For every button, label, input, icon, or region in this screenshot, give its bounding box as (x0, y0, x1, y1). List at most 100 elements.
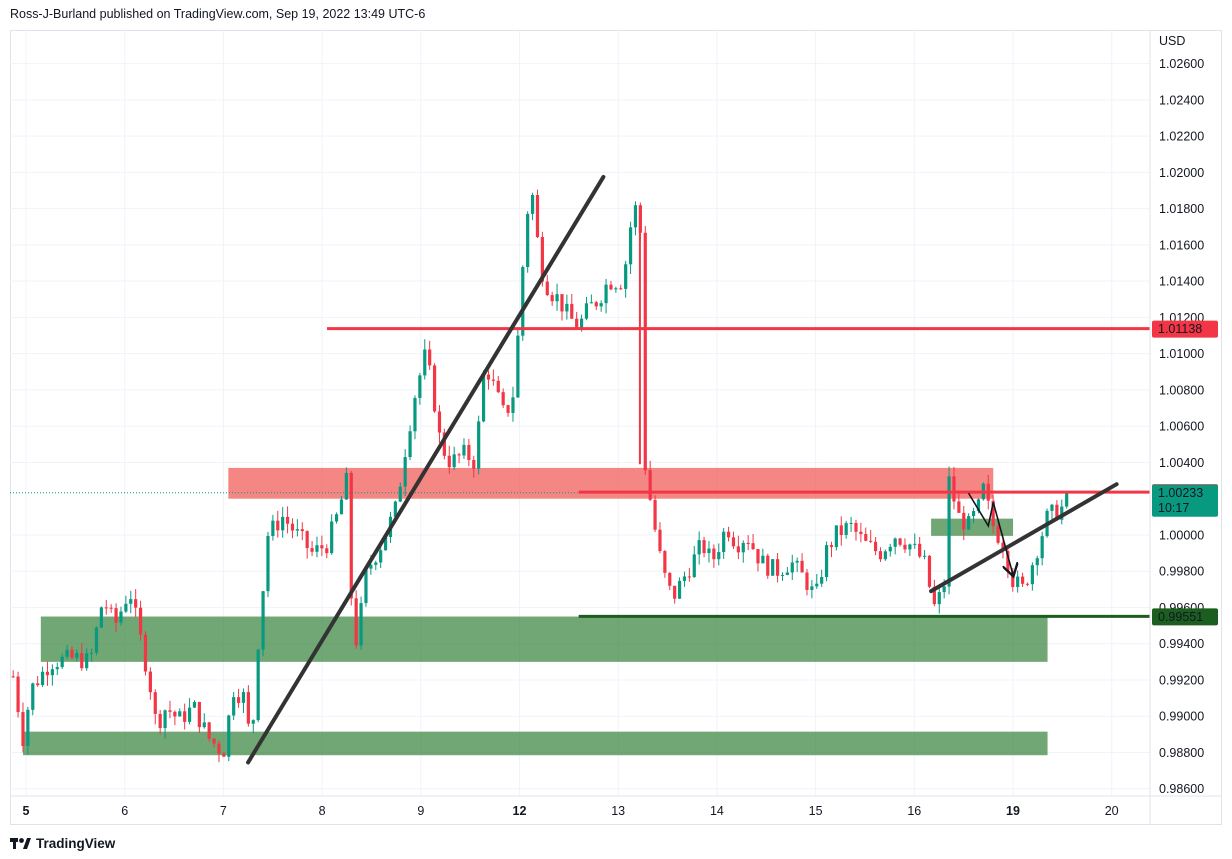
y-tick-label: 0.99800 (1159, 565, 1204, 579)
y-tick-label: 1.00000 (1159, 528, 1204, 542)
candle-body (246, 692, 250, 724)
candle-body (756, 549, 760, 564)
candle-body (619, 288, 623, 290)
candle-body (829, 545, 834, 548)
candle-body (50, 669, 54, 676)
candle-body (251, 720, 255, 724)
candle-body (217, 743, 221, 754)
candle-body (648, 470, 652, 500)
candle-body (560, 294, 564, 312)
candle-body (290, 523, 295, 531)
y-tick-label: 0.99000 (1159, 710, 1204, 724)
candle-body (1065, 492, 1069, 507)
candle-body (383, 536, 388, 551)
candle-body (726, 531, 731, 538)
y-tick-label: 0.98800 (1159, 746, 1204, 760)
candle-body (967, 516, 971, 530)
y-tick-label: 0.99400 (1159, 637, 1204, 651)
candle-body (893, 538, 897, 547)
candle-body (643, 232, 647, 471)
candle-body (1025, 583, 1030, 585)
candle-body (232, 697, 236, 716)
zones (23, 467, 1048, 756)
candle-body (579, 318, 584, 329)
candle-body (374, 562, 378, 565)
candle-body (432, 365, 437, 412)
candle-body (339, 499, 344, 515)
candle-body (673, 585, 677, 599)
candle-body (864, 534, 868, 541)
candle-body (300, 529, 304, 532)
candle-body (1020, 576, 1025, 584)
candle-body (227, 715, 231, 757)
candle-body (1006, 551, 1010, 572)
candle-body (295, 529, 299, 531)
candle-body (36, 683, 40, 686)
candle-body (109, 607, 113, 609)
candle-body (75, 653, 79, 658)
candle-body (310, 548, 314, 552)
candle-body (692, 554, 696, 578)
price-tag-text: 1.00233 (1158, 486, 1203, 500)
candle-body (677, 580, 682, 599)
candle-body (883, 551, 887, 560)
candle-body (614, 288, 618, 290)
x-tick-label: 19 (1006, 804, 1020, 818)
candle-body (94, 627, 99, 653)
projection-arrow (967, 492, 1013, 575)
candle-body (589, 302, 593, 304)
y-tick-label: 1.01800 (1159, 202, 1204, 216)
drawings (10, 174, 1150, 765)
candle-body (506, 405, 510, 413)
candle-body (888, 546, 892, 552)
candle-body (80, 653, 84, 669)
candle-body (766, 555, 770, 576)
candle-body (952, 476, 956, 502)
candle-body (545, 281, 549, 296)
candle-body (913, 543, 917, 545)
y-tick-label: 1.01600 (1159, 238, 1204, 252)
candle-body (11, 676, 15, 678)
candle-body (442, 432, 446, 456)
candle-body (815, 583, 819, 587)
candle-body (1035, 558, 1039, 566)
y-tick-label: 1.02000 (1159, 166, 1204, 180)
candle-body (241, 692, 246, 703)
candle-body (477, 421, 481, 469)
y-tick-label: 1.00800 (1159, 383, 1204, 397)
candle-body (104, 607, 108, 609)
candle-body (168, 710, 172, 712)
candle-body (330, 521, 334, 554)
candle-body (173, 711, 177, 717)
candle-body (207, 722, 211, 739)
x-tick-label: 16 (907, 804, 921, 818)
currency-label: USD (1159, 34, 1185, 48)
price-tag (1152, 484, 1218, 517)
candle-body (628, 227, 633, 265)
candle-body (55, 667, 59, 670)
candle-body (976, 499, 981, 512)
candle-body (511, 397, 515, 413)
candle-body (746, 542, 750, 544)
candle-body (452, 454, 456, 468)
y-tick-label: 0.99200 (1159, 673, 1204, 687)
candle-body (178, 711, 182, 717)
x-tick-label: 13 (611, 804, 625, 818)
candle-body (99, 607, 103, 628)
y-tick-label: 1.00600 (1159, 420, 1204, 434)
candle-body (408, 431, 412, 458)
candle-body (45, 671, 50, 676)
candle-body (153, 692, 157, 714)
candle-body (305, 531, 309, 549)
candle-body (570, 303, 574, 319)
candle-body (1050, 504, 1054, 511)
candle-body (393, 501, 397, 517)
candle-body (261, 591, 265, 650)
candle-body (212, 738, 216, 744)
candle-body (187, 707, 192, 722)
tradingview-footer[interactable]: TradingView (10, 833, 115, 853)
candle-body (428, 349, 432, 366)
candle-body (138, 607, 143, 635)
candle-body (379, 550, 383, 563)
